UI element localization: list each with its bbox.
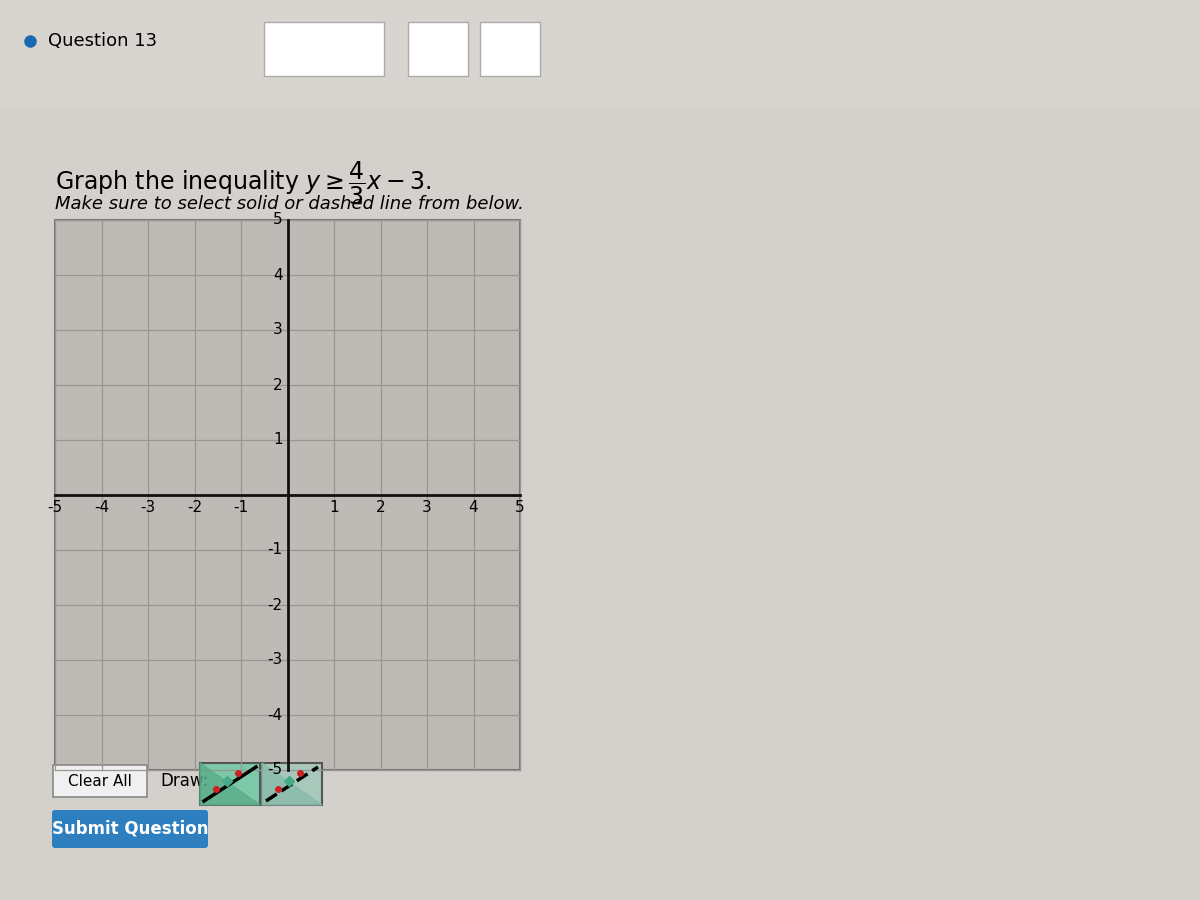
Text: 2: 2	[272, 377, 282, 392]
Text: 1: 1	[329, 500, 338, 515]
Text: -3: -3	[268, 652, 282, 668]
FancyBboxPatch shape	[200, 763, 260, 805]
Text: -5: -5	[48, 500, 62, 515]
Text: Graph the inequality $y \geq \dfrac{4}{3}x - 3$.: Graph the inequality $y \geq \dfrac{4}{3…	[55, 160, 432, 207]
FancyBboxPatch shape	[55, 220, 520, 770]
Text: -1: -1	[268, 543, 282, 557]
FancyBboxPatch shape	[262, 763, 322, 805]
Polygon shape	[262, 763, 322, 805]
Text: Question 13: Question 13	[48, 32, 157, 50]
Text: -2: -2	[268, 598, 282, 613]
Text: -5: -5	[268, 762, 282, 778]
Text: 1: 1	[272, 433, 282, 447]
Text: Draw:: Draw:	[160, 772, 209, 790]
FancyBboxPatch shape	[264, 22, 384, 76]
Text: 3: 3	[272, 322, 282, 338]
Text: Clear All: Clear All	[68, 773, 132, 788]
FancyBboxPatch shape	[53, 765, 148, 797]
FancyBboxPatch shape	[52, 810, 208, 848]
Text: 5: 5	[272, 212, 282, 228]
Text: Submit Question: Submit Question	[52, 820, 209, 838]
Text: 5: 5	[515, 500, 524, 515]
Text: 4: 4	[469, 500, 479, 515]
Text: Make sure to select solid or dashed line from below.: Make sure to select solid or dashed line…	[55, 195, 524, 213]
FancyBboxPatch shape	[408, 22, 468, 76]
Text: -3: -3	[140, 500, 156, 515]
Polygon shape	[200, 763, 260, 805]
Text: -1: -1	[234, 500, 248, 515]
FancyBboxPatch shape	[480, 22, 540, 76]
Text: 2: 2	[376, 500, 385, 515]
Text: -2: -2	[187, 500, 202, 515]
Text: -4: -4	[94, 500, 109, 515]
Text: 4: 4	[272, 267, 282, 283]
Text: -4: -4	[268, 707, 282, 723]
Text: 3: 3	[422, 500, 432, 515]
